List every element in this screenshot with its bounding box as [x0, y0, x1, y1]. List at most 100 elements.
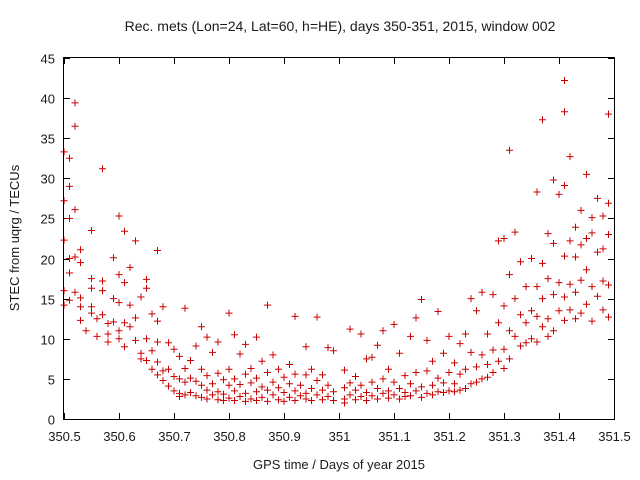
- data-point: [181, 304, 189, 312]
- data-point: [478, 375, 486, 383]
- data-point: [302, 395, 310, 403]
- data-point: [605, 110, 612, 118]
- data-point: [148, 365, 156, 373]
- data-point: [198, 381, 205, 389]
- data-point: [407, 380, 414, 388]
- data-point: [506, 271, 513, 279]
- data-point: [71, 253, 79, 261]
- data-point: [451, 388, 458, 396]
- data-point: [363, 355, 370, 363]
- data-point: [484, 330, 491, 338]
- y-tick-label: 5: [48, 373, 55, 388]
- data-point: [220, 376, 227, 384]
- data-point: [66, 182, 73, 190]
- data-point: [577, 241, 585, 249]
- y-tick-label: 15: [41, 293, 55, 308]
- data-point: [159, 303, 167, 311]
- data-point: [379, 389, 387, 397]
- data-point: [275, 365, 282, 373]
- data-point: [478, 351, 486, 359]
- data-point: [495, 319, 502, 327]
- data-point: [115, 327, 123, 335]
- data-point: [280, 373, 288, 381]
- data-point: [143, 356, 150, 364]
- data-point: [407, 332, 414, 340]
- data-point: [319, 396, 326, 404]
- data-point: [467, 295, 475, 303]
- data-point: [181, 378, 189, 386]
- data-point: [291, 370, 299, 378]
- data-point: [302, 343, 310, 351]
- data-point: [126, 323, 134, 331]
- data-point: [572, 315, 579, 323]
- data-point: [522, 283, 530, 291]
- x-tick-label: 350.7: [158, 429, 191, 444]
- data-point: [346, 379, 354, 387]
- data-point: [104, 320, 112, 328]
- data-point: [429, 391, 436, 399]
- data-point: [231, 397, 238, 405]
- data-point: [77, 246, 84, 254]
- data-point: [77, 303, 84, 311]
- data-point: [401, 372, 409, 380]
- data-point: [506, 327, 513, 335]
- x-tick-label: 351.3: [488, 429, 521, 444]
- data-point: [71, 99, 79, 107]
- data-point: [258, 393, 266, 401]
- data-point: [132, 336, 139, 344]
- data-point: [247, 395, 255, 403]
- data-point: [115, 335, 123, 343]
- data-point: [154, 247, 161, 255]
- data-point: [357, 393, 365, 401]
- data-point: [390, 320, 398, 328]
- data-point: [187, 389, 194, 397]
- data-point: [396, 385, 403, 393]
- data-point: [594, 194, 601, 202]
- data-point: [599, 245, 607, 253]
- data-point: [170, 345, 178, 353]
- data-point: [181, 391, 189, 399]
- data-point: [313, 376, 321, 384]
- data-point: [566, 153, 574, 161]
- data-point: [93, 332, 101, 340]
- data-point: [594, 248, 601, 256]
- data-point: [528, 307, 535, 315]
- data-point: [599, 277, 607, 285]
- data-point: [198, 393, 205, 401]
- data-point: [489, 368, 497, 376]
- data-point: [66, 255, 73, 263]
- data-point: [154, 358, 161, 366]
- data-point: [511, 295, 519, 303]
- data-point: [484, 360, 491, 368]
- data-point: [429, 381, 436, 389]
- x-tick-label: 350.8: [213, 429, 246, 444]
- data-point: [121, 279, 128, 287]
- data-point: [77, 259, 84, 267]
- data-point: [242, 397, 249, 405]
- data-point: [346, 325, 354, 333]
- data-point: [203, 333, 211, 341]
- data-point: [566, 237, 574, 245]
- data-point: [341, 384, 348, 392]
- data-point: [506, 146, 513, 154]
- data-point: [577, 276, 585, 284]
- data-point: [258, 357, 266, 365]
- data-point: [214, 396, 222, 404]
- data-point: [126, 301, 134, 309]
- data-point: [231, 375, 238, 383]
- data-point: [605, 281, 612, 289]
- data-point: [357, 330, 365, 338]
- data-point: [225, 365, 233, 373]
- data-point: [379, 375, 387, 383]
- data-point: [418, 295, 425, 303]
- x-tick-label: 351.4: [543, 429, 576, 444]
- data-point: [66, 269, 73, 277]
- data-point: [544, 315, 552, 323]
- data-point: [187, 356, 194, 364]
- data-point: [346, 391, 354, 399]
- data-point: [88, 303, 95, 311]
- data-point: [379, 327, 387, 335]
- data-point: [517, 342, 524, 350]
- data-point: [539, 116, 546, 124]
- data-point: [291, 397, 299, 405]
